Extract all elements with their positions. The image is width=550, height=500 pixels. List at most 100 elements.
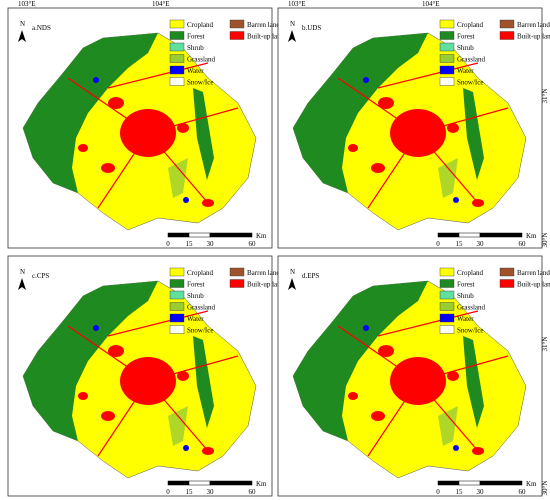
legend-label: Built-up land [247,33,285,41]
panel-label: d.EPS [302,272,319,280]
scale-unit: Km [256,480,267,488]
legend-swatch [439,42,455,52]
latitude-label: 31°N [541,337,549,352]
legend-swatch [439,325,455,334]
legend-swatch [439,77,455,86]
legend-label: Forest [187,33,205,41]
scale-bar-segment [479,232,523,238]
legend-label: Forest [187,281,205,289]
latitude-label: 30°N [541,233,549,248]
scale-tick-label: 0 [436,488,440,496]
legend-label: Snow/Ice [457,327,483,335]
legend-label: Cropland [457,21,484,29]
legend-swatch [169,302,185,311]
legend-label: Barren land [247,269,280,277]
legend-swatch [169,31,185,40]
legend-label: Cropland [187,21,214,29]
longitude-label: 103°E [288,0,306,8]
legend-label: Built-up land [517,281,550,289]
north-arrow-icon [18,278,26,290]
legend-label: Snow/Ice [187,79,213,87]
legend-label: Shrub [187,44,204,52]
legend-swatch [439,279,455,288]
scale-tick-label: 15 [456,488,464,496]
scale-bar-segment [167,480,190,486]
legend-swatch [169,290,185,300]
legend-swatch [169,325,185,334]
legend-swatch [169,77,185,86]
legend-swatch [229,279,245,288]
latitude-label: 30°N [541,481,549,496]
legend-label: Water [187,315,204,323]
scale-bar-segment [209,480,253,486]
legend-swatch [439,302,455,311]
legend-swatch [169,279,185,288]
scale-tick-label: 60 [519,240,527,248]
legend-swatch [169,267,185,277]
legend-swatch [169,42,185,52]
north-arrow-icon [288,278,296,290]
scale-bar-segment [188,232,211,238]
scale-tick-label: 30 [207,240,215,248]
north-arrow-icon [288,30,296,42]
legend-swatch [169,19,185,29]
latitude-label: 31°N [541,89,549,104]
panel-label: a.NDS [32,24,51,32]
legend-label: Snow/Ice [187,327,213,335]
scale-tick-label: 0 [436,240,440,248]
legend-swatch [499,279,515,288]
scale-tick-label: 15 [186,488,194,496]
scale-tick-label: 30 [477,240,485,248]
legend-label: Forest [457,33,475,41]
scale-bar-segment [479,480,523,486]
legend-label: Snow/Ice [457,79,483,87]
legend-swatch [439,19,455,29]
legend-swatch [169,313,185,323]
legend-swatch [499,31,515,40]
legend-swatch [499,267,515,277]
scale-bar-segment [437,480,460,486]
legend-swatch [439,290,455,300]
scale-tick-label: 30 [477,488,485,496]
longitude-label: 104°E [422,0,440,8]
north-arrow: N [20,268,25,276]
legend-label: Grassland [187,56,215,64]
scale-tick-label: 60 [519,488,527,496]
legend-label: Shrub [457,292,474,300]
scale-unit: Km [256,232,267,240]
north-arrow-icon [18,30,26,42]
legend-label: Built-up land [247,281,285,289]
legend-swatch [169,65,185,75]
scale-bar-segment [188,480,211,486]
legend-label: Shrub [457,44,474,52]
scale-bar-segment [458,232,481,238]
legend-label: Built-up land [517,33,550,41]
longitude-label: 104°E [152,0,170,8]
north-arrow: N [290,20,295,28]
scale-bar-segment [209,232,253,238]
legend-swatch [169,54,185,63]
scale-tick-label: 0 [166,240,170,248]
legend-swatch [439,313,455,323]
legend-label: Grassland [457,56,485,64]
scale-bar-segment [167,232,190,238]
legend-swatch [499,19,515,29]
scale-unit: Km [526,232,537,240]
legend-swatch [439,31,455,40]
scale-tick-label: 60 [249,240,257,248]
legend-label: Forest [457,281,475,289]
legend-swatch [439,65,455,75]
legend-label: Barren land [517,21,550,29]
legend-label: Water [457,315,474,323]
scale-tick-label: 60 [249,488,257,496]
scale-bar-segment [458,480,481,486]
legend-label: Barren land [247,21,280,29]
legend-swatch [229,267,245,277]
legend-swatch [229,31,245,40]
legend-label: Cropland [457,269,484,277]
scale-bar-segment [437,232,460,238]
longitude-label: 103°E [18,0,36,8]
